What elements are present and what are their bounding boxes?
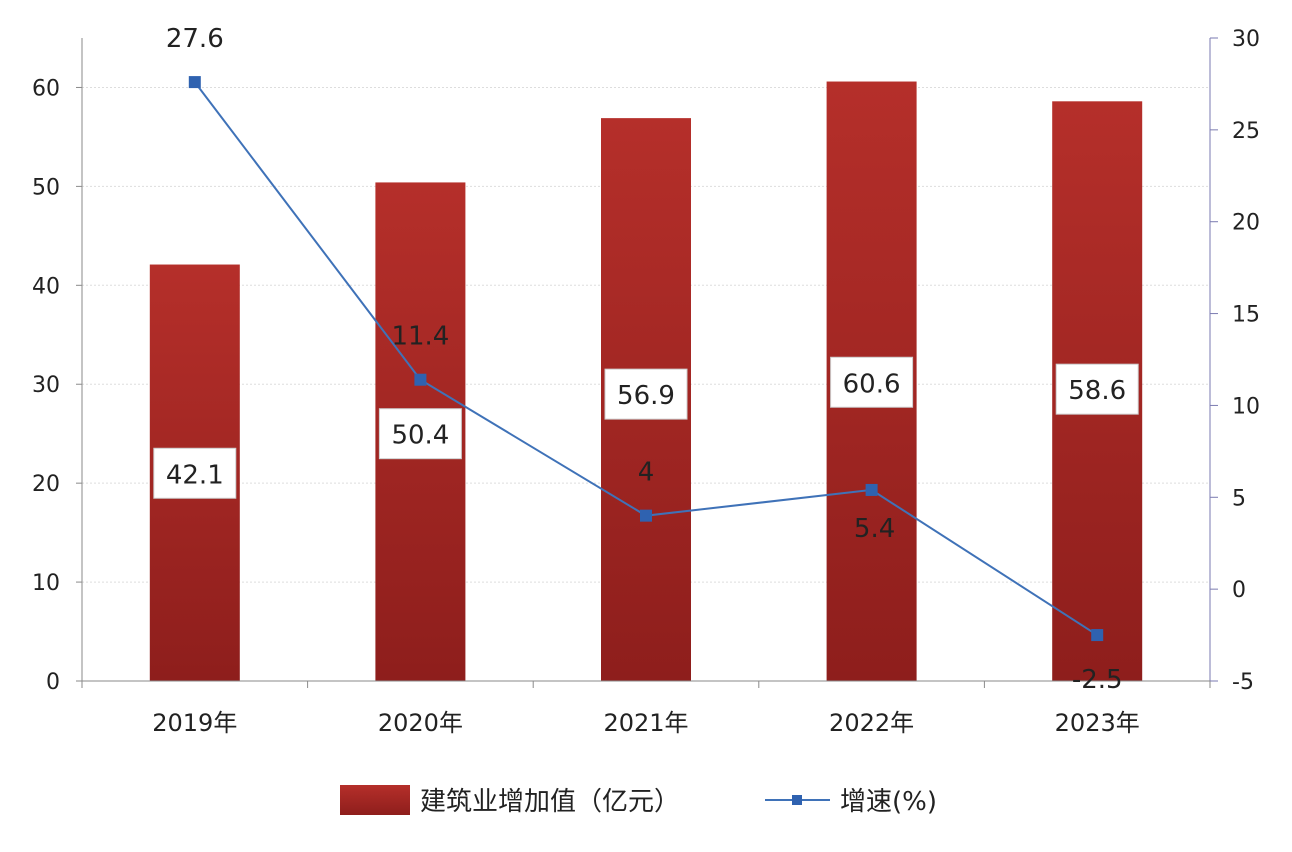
bar-value-box: [378, 408, 462, 460]
left-tick-label: 30: [32, 373, 60, 398]
x-tick-label: 2022年: [829, 709, 914, 737]
line-marker: [1091, 629, 1104, 642]
line-marker: [414, 373, 427, 386]
bar-value-label: 58.6: [1068, 376, 1126, 406]
line-value-label: 4: [638, 458, 655, 488]
left-tick-label: 50: [32, 175, 60, 200]
x-tick-label: 2023年: [1055, 709, 1140, 737]
legend-bar-swatch: [340, 785, 410, 815]
right-tick-label: 5: [1232, 486, 1246, 511]
right-tick-label: 15: [1232, 303, 1260, 328]
bar-value-box: [1055, 363, 1139, 415]
right-tick-label: 10: [1232, 394, 1260, 419]
right-tick-label: 20: [1232, 211, 1260, 236]
bar-value-label: 42.1: [166, 460, 224, 490]
right-tick-label: 0: [1232, 578, 1246, 603]
axis-layer: 0 10 20 30 40 50 60 -5 0 5 10 15 20 25 30 2019年 2020年 202…: [32, 27, 1260, 737]
line-value-label: 5.4: [854, 514, 895, 544]
left-tick-label: 0: [46, 670, 60, 695]
line-value-label: 27.6: [166, 24, 224, 54]
x-tick-label: 2020年: [378, 709, 463, 737]
left-tick-label: 40: [32, 274, 60, 299]
bar-value-label: 56.9: [617, 381, 675, 411]
legend-bar-label: 建筑业增加值（亿元）: [420, 787, 680, 817]
left-tick-label: 20: [32, 472, 60, 497]
bar-value-box: [830, 356, 914, 408]
line-value-label: 11.4: [391, 322, 449, 352]
x-tick-label: 2021年: [603, 709, 688, 737]
bar-value-box: [604, 368, 688, 420]
line-value-label: -2.5: [1072, 665, 1123, 695]
legend-line-label: 增速(%): [840, 787, 937, 817]
line-marker: [640, 509, 652, 522]
x-tick-label: 2019年: [152, 709, 237, 737]
line-marker: [188, 76, 201, 89]
left-tick-label: 10: [32, 571, 60, 596]
bar-value-label: 60.6: [843, 369, 901, 399]
right-tick-label: 25: [1232, 119, 1260, 144]
line-marker: [865, 483, 878, 496]
bar-value-box: [153, 447, 237, 499]
right-tick-label: -5: [1232, 670, 1254, 695]
line-layer: [188, 76, 1104, 642]
legend: 建筑业增加值（亿元） 增速(%): [340, 785, 937, 817]
label-layer: 42.1 50.4 56.9 60.6 58.6 27.6 11.4 4 5.4 -2.5: [153, 24, 1139, 695]
bar-value-label: 50.4: [391, 421, 449, 451]
left-tick-label: 60: [32, 76, 60, 101]
legend-line-marker: [792, 795, 802, 805]
right-tick-label: 30: [1232, 27, 1260, 52]
